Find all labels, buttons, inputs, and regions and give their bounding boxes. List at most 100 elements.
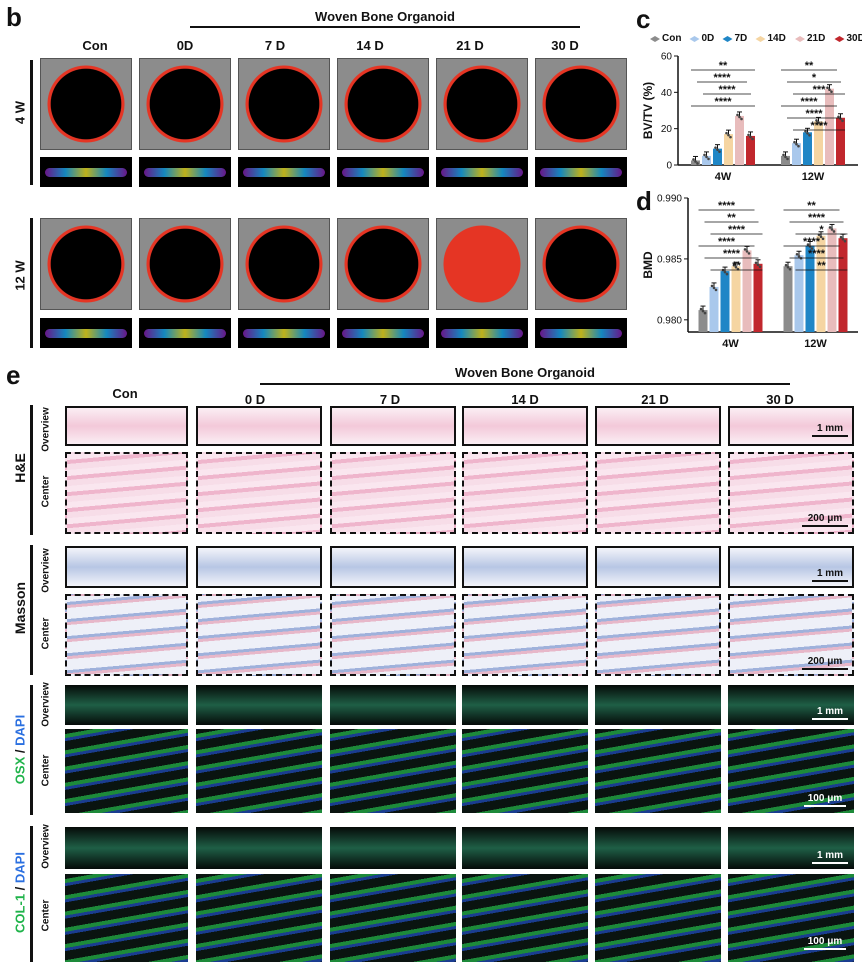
col-label-e-7d: 7 D bbox=[379, 392, 401, 407]
he-center-7d bbox=[330, 452, 456, 534]
bar-Con-12W bbox=[781, 155, 790, 165]
significance-label: **** bbox=[803, 236, 821, 248]
col1-center-0d bbox=[196, 874, 322, 962]
scale-bar-osx-center: 100 μm bbox=[804, 793, 846, 807]
data-point bbox=[745, 250, 749, 253]
data-point bbox=[784, 155, 787, 159]
significance-label: **** bbox=[718, 236, 736, 248]
y-axis-title: BV/TV (%) bbox=[641, 82, 655, 139]
data-point bbox=[756, 263, 760, 267]
sub-label-center: Center bbox=[40, 617, 52, 650]
data-point bbox=[725, 272, 729, 276]
data-point bbox=[738, 115, 741, 119]
data-point bbox=[725, 131, 728, 135]
data-point bbox=[810, 247, 814, 250]
data-point bbox=[841, 119, 844, 123]
osx-center-21d bbox=[595, 729, 721, 813]
masson-overview-0d bbox=[196, 546, 322, 588]
data-point bbox=[694, 160, 697, 163]
x-tick-label: 4W bbox=[715, 171, 732, 183]
bmd-bar-chart: 0.9800.9850.990BMD4W********************… bbox=[641, 194, 858, 350]
col1-center-7d bbox=[330, 874, 456, 962]
legend-label-0D: 0D bbox=[702, 33, 715, 44]
data-point bbox=[712, 286, 716, 290]
microct-scan-12w-con bbox=[40, 218, 132, 310]
bar-30D-4W bbox=[746, 135, 755, 165]
data-point bbox=[808, 134, 811, 137]
data-point bbox=[786, 265, 790, 269]
bar-0D-12W bbox=[794, 255, 804, 332]
data-point bbox=[797, 144, 800, 148]
col1-overview-7d bbox=[330, 827, 456, 869]
microct-scan-12w-7d bbox=[238, 218, 330, 310]
significance-label: **** bbox=[800, 96, 818, 108]
col1-center-21d bbox=[595, 874, 721, 962]
microct-scan-12w-21d bbox=[436, 218, 528, 310]
he-overview-0d bbox=[196, 406, 322, 446]
he-overview-14d bbox=[462, 406, 588, 446]
significance-label: ** bbox=[727, 212, 736, 224]
osx-overview-21d bbox=[595, 685, 721, 725]
row-bar-he bbox=[30, 405, 33, 535]
significance-label: ** bbox=[719, 60, 728, 72]
microct-scan-4w-con bbox=[40, 58, 132, 150]
data-point bbox=[703, 153, 706, 157]
scale-bar-masson-overview: 1 mm bbox=[812, 568, 848, 582]
col-label-7d: 7 D bbox=[264, 38, 286, 53]
microct-strip-12w-14d bbox=[337, 318, 429, 348]
data-point bbox=[828, 88, 831, 91]
bar-21D-4W bbox=[742, 250, 752, 332]
data-point bbox=[784, 263, 788, 267]
significance-label: **** bbox=[714, 96, 732, 108]
col-label-0d: 0D bbox=[176, 38, 194, 53]
osx-overview-0d bbox=[196, 685, 322, 725]
legend-label-21D: 21D bbox=[807, 33, 825, 44]
col1-overview-0d bbox=[196, 827, 322, 869]
data-point bbox=[795, 142, 798, 146]
data-point bbox=[751, 137, 754, 141]
data-point bbox=[832, 230, 836, 233]
bar-30D-12W bbox=[838, 238, 848, 332]
panel-label-c: c bbox=[636, 4, 651, 34]
row-label-12w: 12 W bbox=[12, 260, 28, 291]
bar-7D-4W bbox=[720, 271, 730, 332]
data-point bbox=[710, 284, 714, 288]
he-overview-7d bbox=[330, 406, 456, 446]
scale-bar-masson-center: 200 μm bbox=[802, 656, 848, 670]
x-tick-label: 12W bbox=[804, 338, 827, 350]
data-point bbox=[817, 121, 820, 124]
group-bracket-b bbox=[190, 26, 580, 28]
data-point bbox=[837, 115, 840, 119]
y-tick-label: 0.980 bbox=[657, 315, 682, 326]
data-point bbox=[732, 263, 736, 267]
data-point bbox=[707, 157, 710, 161]
col-label-14d: 14 D bbox=[356, 38, 384, 53]
col-label-e-con: Con bbox=[112, 386, 138, 401]
data-point bbox=[819, 123, 822, 126]
microct-strip-4w-7d bbox=[238, 157, 330, 187]
col-label-e-14d: 14 D bbox=[511, 392, 539, 407]
bar-Con-12W bbox=[783, 266, 793, 332]
y-tick-label: 0.985 bbox=[657, 254, 682, 265]
masson-overview-14d bbox=[462, 546, 588, 588]
data-point bbox=[747, 133, 750, 137]
data-point bbox=[841, 237, 845, 241]
osx-overview-7d bbox=[330, 685, 456, 725]
bar-0D-12W bbox=[792, 143, 801, 165]
bar-21D-4W bbox=[735, 115, 744, 165]
scale-bar-col1-overview: 1 mm bbox=[812, 850, 848, 864]
legend-label-30D: 30D bbox=[847, 33, 863, 44]
data-point bbox=[797, 254, 801, 258]
scale-bar-osx-overview: 1 mm bbox=[812, 706, 848, 720]
row-bar-col1 bbox=[30, 826, 33, 962]
data-point bbox=[826, 86, 829, 89]
significance-label: ** bbox=[807, 200, 816, 212]
data-point bbox=[788, 267, 792, 271]
bar-14D-4W bbox=[731, 266, 741, 332]
microct-scan-4w-30d bbox=[535, 58, 627, 150]
osx-center-con bbox=[65, 729, 188, 813]
masson-center-7d bbox=[330, 594, 456, 676]
data-point bbox=[696, 162, 699, 165]
bar-14D-12W bbox=[816, 235, 826, 332]
data-point bbox=[743, 248, 747, 251]
